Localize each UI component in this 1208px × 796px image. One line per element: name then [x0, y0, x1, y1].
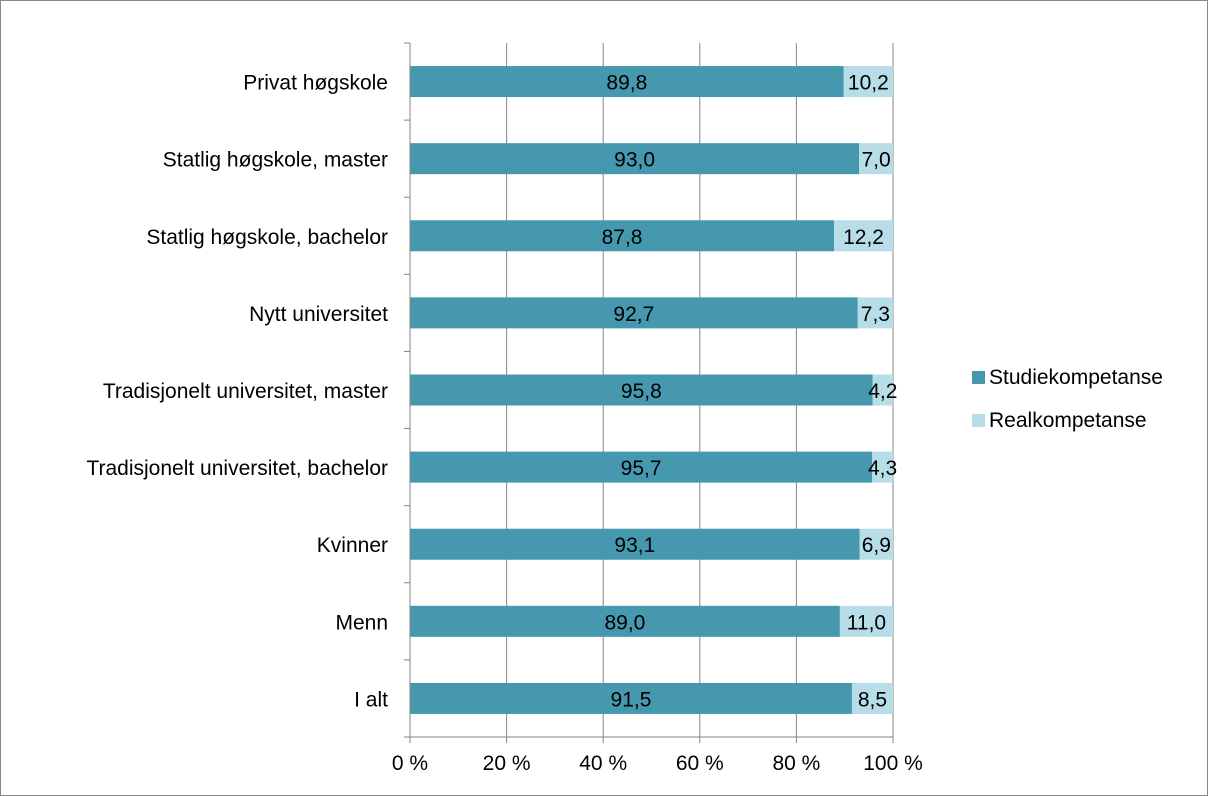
- x-tick-label: 40 %: [579, 752, 627, 775]
- bar-realkompetanse-2: [834, 220, 893, 252]
- data-label-studiekompetanse: 93,0: [614, 149, 655, 172]
- data-label-realkompetanse: 12,2: [843, 226, 884, 249]
- category-label: Kvinner: [317, 534, 388, 557]
- labels: 89,8 10,2 Privat høgskole 93,0 7,0 Statlig hø…: [86, 72, 897, 712]
- data-label-realkompetanse: 6,9: [862, 534, 891, 557]
- data-label-realkompetanse: 8,5: [858, 688, 887, 711]
- category-label: Menn: [335, 611, 388, 634]
- bar-realkompetanse-6: [859, 528, 893, 560]
- data-label-realkompetanse: 4,2: [868, 380, 897, 403]
- data-label-studiekompetanse: 89,0: [604, 611, 645, 634]
- bar-studiekompetanse-5: [410, 451, 873, 483]
- category-label: Nytt universitet: [249, 303, 388, 326]
- bar-studiekompetanse-8: [410, 682, 852, 714]
- data-label-realkompetanse: 4,3: [868, 457, 897, 480]
- bar-studiekompetanse-4: [410, 374, 873, 406]
- x-tick-label: 20 %: [483, 752, 531, 775]
- data-label-studiekompetanse: 89,8: [606, 72, 647, 95]
- x-tick-label: 100 %: [863, 752, 923, 775]
- legend-label: Realkompetanse: [989, 409, 1147, 432]
- legend-swatch-studiekompetanse: [972, 371, 985, 384]
- bar-studiekompetanse-1: [410, 143, 860, 175]
- bar-realkompetanse-8: [851, 682, 893, 714]
- data-label-realkompetanse: 10,2: [848, 72, 889, 95]
- legend-swatch-realkompetanse: [972, 414, 985, 427]
- x-tick-label: 60 %: [676, 752, 724, 775]
- bar-realkompetanse-7: [839, 605, 893, 637]
- data-label-studiekompetanse: 87,8: [602, 226, 643, 249]
- category-label: Privat høgskole: [243, 72, 388, 95]
- bar-realkompetanse-3: [857, 297, 893, 329]
- bar-studiekompetanse-2: [410, 220, 835, 252]
- data-label-studiekompetanse: 93,1: [614, 534, 655, 557]
- bar-realkompetanse-1: [859, 143, 893, 175]
- data-label-studiekompetanse: 92,7: [613, 303, 654, 326]
- bar-realkompetanse-5: [872, 451, 893, 483]
- category-label: Statlig høgskole, master: [163, 149, 388, 172]
- category-label: Tradisjonelt universitet, master: [103, 380, 388, 403]
- axes: 0 % 20 % 40 % 60 % 80 % 100 %: [392, 42, 923, 775]
- data-label-realkompetanse: 7,3: [861, 303, 890, 326]
- category-label: Tradisjonelt universitet, bachelor: [86, 457, 388, 480]
- data-label-realkompetanse: 7,0: [861, 149, 890, 172]
- bar-studiekompetanse-0: [410, 66, 844, 98]
- data-label-studiekompetanse: 91,5: [611, 688, 652, 711]
- x-tick-label: 0 %: [392, 752, 428, 775]
- data-label-studiekompetanse: 95,8: [621, 380, 662, 403]
- legend: Studiekompetanse Realkompetanse: [972, 366, 1163, 432]
- legend-label: Studiekompetanse: [989, 366, 1163, 389]
- data-label-studiekompetanse: 95,7: [621, 457, 662, 480]
- bar-realkompetanse-4: [872, 374, 893, 406]
- bar-studiekompetanse-6: [410, 528, 860, 560]
- bar-studiekompetanse-7: [410, 605, 840, 637]
- x-tick-label: 80 %: [772, 752, 820, 775]
- data-label-realkompetanse: 11,0: [847, 611, 886, 634]
- category-label: I alt: [354, 688, 388, 711]
- category-label: Statlig høgskole, bachelor: [146, 226, 388, 249]
- bars: [410, 66, 893, 714]
- bar-realkompetanse-0: [843, 66, 893, 98]
- bar-studiekompetanse-3: [410, 297, 858, 329]
